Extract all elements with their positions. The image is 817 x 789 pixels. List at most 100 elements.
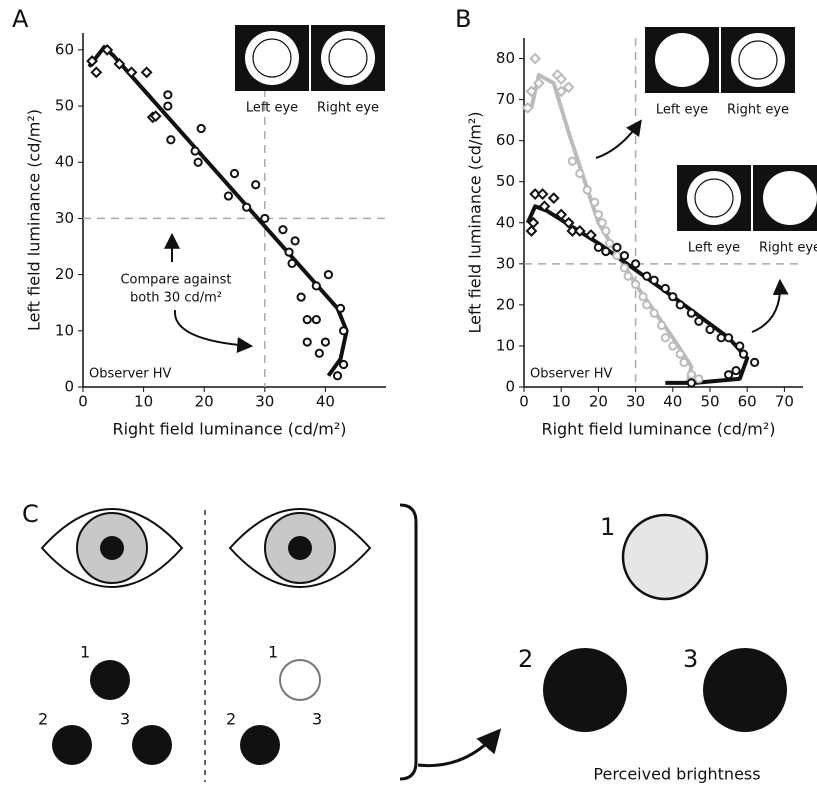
data-point — [595, 244, 602, 251]
data-point — [680, 359, 687, 366]
data-point — [643, 273, 650, 280]
percept — [543, 648, 627, 732]
y-tick-label: 0 — [505, 378, 515, 396]
data-point — [164, 91, 171, 98]
data-point — [92, 68, 101, 77]
stimulus — [240, 725, 280, 765]
data-point — [142, 68, 151, 77]
data-point — [718, 334, 725, 341]
result-label: 3 — [683, 645, 698, 673]
data-point — [288, 260, 295, 267]
x-tick-label: 30 — [255, 393, 274, 411]
data-point — [340, 327, 347, 334]
x-axis-label: Right field luminance (cd/m²) — [541, 420, 775, 439]
data-point — [732, 367, 739, 374]
inset-label: Right eye — [727, 103, 789, 118]
data-point — [337, 305, 344, 312]
y-tick-label: 20 — [496, 295, 515, 313]
data-point — [164, 102, 171, 109]
data-point — [725, 334, 732, 341]
data-point — [225, 192, 232, 199]
data-point — [677, 301, 684, 308]
x-tick-label: 10 — [552, 393, 571, 411]
stimulus-label: 3 — [120, 710, 130, 729]
data-point — [651, 309, 658, 316]
stimulus-label: 2 — [226, 710, 236, 729]
y-tick-label: 20 — [55, 265, 74, 283]
data-point — [334, 372, 341, 379]
x-tick-label: 50 — [700, 393, 719, 411]
x-tick-label: 0 — [78, 393, 88, 411]
stimulus — [132, 725, 172, 765]
arrow — [596, 122, 640, 158]
data-point — [688, 371, 695, 378]
data-point — [632, 281, 639, 288]
data-point — [625, 273, 632, 280]
figure: C 1 2 3 1 2 3 1 2 3 Perceived brightness… — [0, 0, 817, 789]
panel-label: B — [455, 5, 471, 33]
data-point — [669, 293, 676, 300]
x-tick-label: 20 — [195, 393, 214, 411]
data-point — [695, 375, 702, 382]
y-tick-label: 60 — [55, 40, 74, 58]
data-point — [549, 194, 558, 203]
y-tick-label: 10 — [55, 321, 74, 339]
fit-line — [89, 47, 347, 376]
observer-label: Observer HV — [530, 367, 613, 382]
x-tick-label: 10 — [134, 393, 153, 411]
data-point — [639, 293, 646, 300]
data-point — [316, 350, 323, 357]
data-point — [662, 334, 669, 341]
data-point — [252, 181, 259, 188]
note: both 30 cd/m² — [130, 291, 222, 306]
stimulus — [52, 725, 92, 765]
y-tick-label: 40 — [496, 213, 515, 231]
data-point — [621, 264, 628, 271]
data-point — [325, 271, 332, 278]
data-point — [527, 226, 536, 235]
data-point — [261, 215, 268, 222]
y-tick-label: 50 — [55, 97, 74, 115]
data-point — [340, 361, 347, 368]
note: Compare against — [120, 273, 231, 288]
fit-line — [528, 206, 747, 383]
data-point — [591, 199, 598, 206]
data-point — [231, 170, 238, 177]
data-point — [602, 248, 609, 255]
data-point — [243, 204, 250, 211]
data-point — [198, 125, 205, 132]
data-point — [632, 260, 639, 267]
data-point — [531, 54, 540, 63]
data-point — [569, 158, 576, 165]
y-tick-label: 30 — [55, 209, 74, 227]
panel-label: C — [22, 500, 39, 528]
data-point — [292, 237, 299, 244]
data-point — [285, 249, 292, 256]
data-point — [662, 285, 669, 292]
y-tick-label: 10 — [496, 336, 515, 354]
percept — [703, 648, 787, 732]
data-point — [313, 282, 320, 289]
inset-label: Right eye — [317, 101, 379, 116]
data-point — [304, 338, 311, 345]
data-point — [651, 277, 658, 284]
data-point — [584, 186, 591, 193]
x-tick-label: 40 — [663, 393, 682, 411]
data-point — [725, 371, 732, 378]
data-point — [538, 190, 547, 199]
data-point — [695, 318, 702, 325]
data-point — [688, 379, 695, 386]
y-tick-label: 50 — [496, 172, 515, 190]
inset-label: Right eye — [759, 241, 817, 256]
data-point — [192, 147, 199, 154]
data-point — [606, 240, 613, 247]
panel-c: C 1 2 3 1 2 3 1 2 3 Perceived brightness — [22, 500, 787, 784]
bracket — [400, 505, 416, 779]
result-label: 2 — [518, 645, 533, 673]
panel-label: A — [12, 5, 29, 33]
data-point — [127, 68, 136, 77]
stimulus-label: 1 — [268, 643, 278, 662]
stimulus — [90, 660, 130, 700]
data-point — [313, 316, 320, 323]
arrow — [418, 732, 498, 766]
